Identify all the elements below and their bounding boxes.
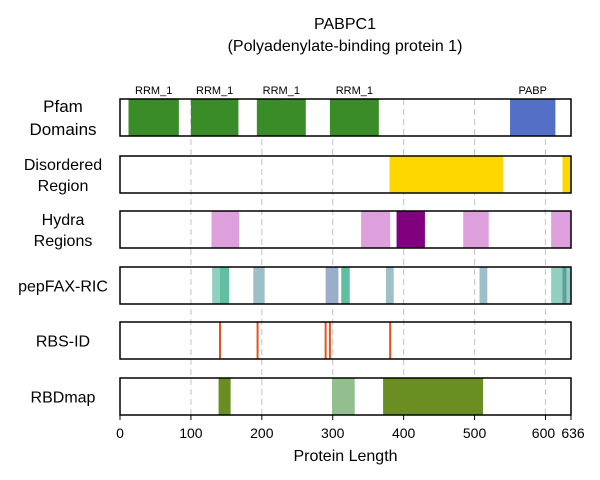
segment	[510, 99, 556, 136]
grid-lines	[190, 99, 547, 415]
track-label: Region	[38, 178, 89, 195]
track-label: RBS-ID	[36, 334, 90, 351]
x-axis-label: Protein Length	[293, 448, 397, 465]
track-2: Disordered Region	[24, 155, 572, 195]
track-6: RBDmap	[31, 377, 572, 416]
x-axis: 0 100 200 300 400 500 600 636 Protein Length	[116, 415, 585, 465]
segment	[551, 211, 571, 248]
track-label: Disordered	[24, 157, 102, 174]
segment	[396, 211, 425, 248]
segment	[253, 267, 265, 304]
track-label: Hydra	[42, 212, 85, 229]
segment	[566, 267, 571, 304]
x-tick-label: 100	[179, 425, 203, 441]
x-tick-label: 400	[392, 425, 416, 441]
segment	[341, 267, 350, 304]
domain-label: RRM_1	[336, 85, 373, 97]
segment	[383, 378, 484, 415]
x-tick-label: 300	[321, 425, 345, 441]
track-frame	[119, 155, 572, 194]
x-tick-label: 636	[561, 425, 585, 441]
track-1: Pfam Domains RRM_1 RRM_1 RRM_1 RRM_1 PABP	[29, 85, 572, 139]
track-frame	[119, 266, 572, 305]
segment	[463, 211, 489, 248]
track-label: Regions	[34, 233, 93, 250]
segment	[128, 99, 179, 136]
segment	[256, 99, 306, 136]
domain-label: RRM_1	[263, 85, 300, 97]
title-line-1: PABPC1	[314, 16, 376, 33]
segment	[325, 267, 339, 304]
segment	[329, 99, 379, 136]
segment	[562, 156, 571, 193]
segment	[385, 267, 394, 304]
tracks: Pfam Domains RRM_1 RRM_1 RRM_1 RRM_1 PABP Disor…	[18, 85, 572, 416]
segment	[218, 378, 231, 415]
segment	[389, 156, 503, 193]
x-tick-label: 600	[532, 425, 556, 441]
x-tick-label: 200	[250, 425, 274, 441]
chart-title: PABPC1 (Polyadenylate-binding protein 1)	[228, 16, 463, 55]
segment	[190, 99, 239, 136]
segment	[332, 378, 355, 415]
segment	[212, 267, 220, 304]
segment	[551, 267, 563, 304]
track-4: pepFAX-RIC	[18, 266, 572, 305]
domain-label: RRM_1	[135, 85, 172, 97]
track-label: RBDmap	[31, 390, 96, 407]
segment	[479, 267, 488, 304]
track-frame	[119, 98, 572, 137]
segment	[219, 267, 230, 304]
track-label: pepFAX-RIC	[18, 279, 108, 296]
track-frame	[119, 210, 572, 249]
segment	[211, 211, 240, 248]
track-frame	[119, 321, 572, 360]
domain-label: PABP	[518, 85, 547, 97]
track-5: RBS-ID	[36, 321, 572, 360]
segment	[562, 267, 567, 304]
segment	[361, 211, 391, 248]
track-label: Domains	[29, 120, 96, 139]
x-tick-label: 500	[463, 425, 487, 441]
domain-label: RRM_1	[196, 85, 233, 97]
x-tick-label: 0	[116, 425, 124, 441]
track-frame	[119, 377, 572, 416]
track-3: Hydra Regions	[34, 210, 572, 250]
title-line-2: (Polyadenylate-binding protein 1)	[228, 38, 463, 55]
track-label: Pfam	[43, 97, 83, 116]
